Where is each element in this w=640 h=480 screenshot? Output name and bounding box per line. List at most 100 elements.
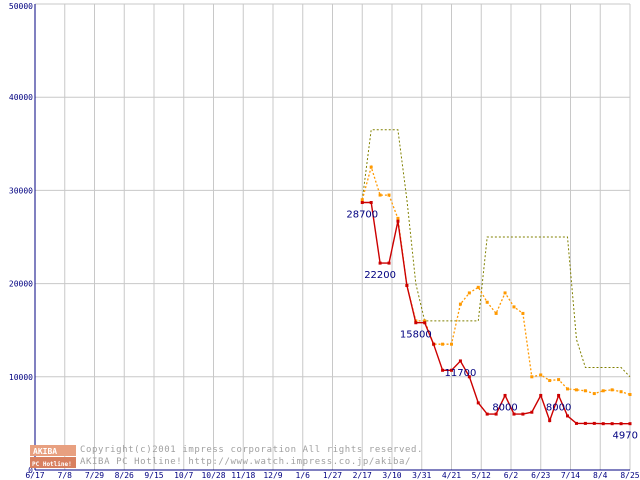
series-layer [360, 129, 632, 426]
logo-line1: AKIBA [33, 447, 57, 456]
x-tick-label: 3/10 [382, 471, 401, 480]
logo-bottom-block [30, 457, 76, 468]
data-point-min [414, 321, 418, 325]
data-point-avg [396, 216, 400, 220]
y-tick-label: 40000 [9, 93, 33, 102]
data-point-min [369, 201, 373, 205]
data-point-min [610, 422, 614, 426]
data-point-min [574, 421, 578, 425]
data-point-min [583, 421, 587, 425]
data-point-min [485, 412, 489, 416]
data-point-avg [503, 291, 507, 295]
data-point-avg [619, 390, 623, 394]
y-tick-label: 0 [28, 466, 33, 475]
copyright-text: Copyright(c)2001 impress corporation All… [80, 445, 424, 455]
data-point-min [539, 393, 543, 397]
data-label: 11700 [445, 368, 477, 379]
data-point-avg [610, 388, 614, 392]
logo-top-block [30, 445, 76, 456]
x-tick-label: 8/4 [593, 471, 608, 480]
data-point-avg [369, 165, 373, 169]
x-tick-label: 1/6 [296, 471, 311, 480]
data-point-min [476, 401, 480, 405]
data-point-avg [512, 305, 516, 309]
x-tick-label: 6/17 [25, 471, 44, 480]
x-tick-label: 3/31 [412, 471, 431, 480]
y-tick-label: 20000 [9, 280, 33, 289]
y-tick-label: 30000 [9, 186, 33, 195]
x-tick-label: 5/12 [472, 471, 491, 480]
data-point-avg [441, 342, 445, 346]
data-point-min [592, 421, 596, 425]
x-tick-label: 7/8 [58, 471, 73, 480]
x-tick-label: 6/2 [504, 471, 519, 480]
data-label: 22200 [364, 270, 396, 281]
x-tick-label: 10/7 [174, 471, 193, 480]
data-label: 8000 [492, 402, 517, 413]
data-point-avg [521, 311, 525, 315]
data-point-min [566, 414, 570, 418]
y-tick-label: 10000 [9, 373, 33, 382]
x-tick-label: 7/14 [561, 471, 580, 480]
data-point-min [360, 201, 364, 205]
akiba-logo: AKIBA PC Hotline! [30, 445, 76, 468]
x-tick-label: 7/29 [85, 471, 104, 480]
x-tick-label: 6/23 [531, 471, 550, 480]
x-tick-label: 1/27 [323, 471, 342, 480]
x-tick-label: 9/15 [144, 471, 163, 480]
x-tick-label: 8/25 [620, 471, 639, 480]
data-point-min [530, 410, 534, 414]
series-line-avg [361, 164, 631, 396]
x-tick-label: 2/17 [353, 471, 372, 480]
data-point-avg [387, 193, 391, 197]
data-point-min [450, 368, 453, 372]
data-point-min [557, 393, 561, 397]
x-tick-label: 4/21 [442, 471, 461, 480]
data-point-avg [557, 378, 561, 382]
data-point-avg [592, 392, 596, 396]
data-label: 8000 [546, 402, 571, 413]
data-point-avg [494, 311, 498, 315]
data-point-avg [539, 373, 543, 377]
data-point-min [441, 368, 445, 372]
data-point-min [619, 422, 623, 426]
data-point-avg [566, 387, 570, 391]
data-point-min [387, 261, 391, 265]
data-point-avg [476, 285, 480, 289]
data-point-avg [467, 291, 471, 295]
x-tick-label: 10/28 [201, 471, 225, 480]
data-point-avg [450, 342, 453, 346]
data-point-min [548, 419, 552, 423]
data-point-min [512, 412, 516, 416]
series-line-max [361, 129, 631, 378]
x-tick-label: 12/9 [263, 471, 282, 480]
data-point-avg [601, 389, 605, 393]
data-point-min [601, 422, 605, 426]
data-point-avg [583, 389, 587, 393]
x-tick-label: 8/26 [115, 471, 134, 480]
data-point-min [405, 283, 409, 287]
data-label: 28700 [346, 210, 378, 221]
data-point-min [628, 422, 632, 426]
y-tick-label: 50000 [9, 2, 33, 11]
data-point-avg [574, 388, 578, 392]
data-point-avg [360, 198, 364, 202]
data-point-avg [530, 375, 534, 379]
x-tick-label: 11/18 [231, 471, 255, 480]
data-point-avg [548, 379, 552, 383]
data-point-avg [423, 319, 427, 323]
data-point-avg [458, 302, 462, 306]
data-point-avg [485, 300, 489, 304]
data-point-avg [628, 393, 632, 397]
data-point-min [432, 342, 436, 346]
site-credit-text: AKIBA PC Hotline! http://www.watch.impre… [80, 457, 412, 467]
data-point-min [494, 412, 498, 416]
data-labels: 28700 22200 15800 11700 8000 8000 4970 [346, 210, 638, 442]
axes: 6/17 7/8 7/29 8/26 9/15 10/7 10/28 11/18 12/9 1/6… [9, 2, 640, 480]
data-point-min [396, 219, 400, 223]
data-point-min [467, 375, 471, 379]
data-point-min [378, 261, 382, 265]
data-point-min [458, 359, 462, 363]
logo-line2: PC Hotline! [32, 461, 72, 468]
data-label: 4970 [613, 431, 638, 442]
